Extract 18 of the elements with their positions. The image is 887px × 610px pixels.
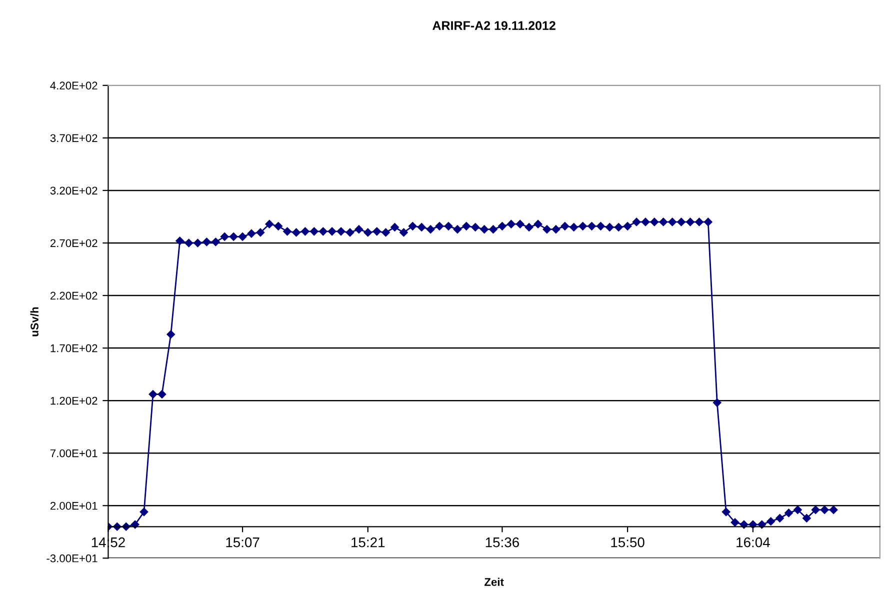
y-tick-label: 1.70E+02 [50,344,98,352]
x-tick-label: 15:36 [486,537,519,548]
x-tick-label: 16:04 [736,537,770,548]
y-axis-title: uSv/h [30,307,39,336]
y-tick-label: -3.00E+01 [46,554,98,562]
x-axis-title: Zeit [484,578,504,586]
x-tick-label: 15:50 [611,537,644,548]
x-tick-label: 15:07 [226,537,260,548]
x-tick-label: 15:21 [352,537,385,548]
y-tick-label: 7.00E+01 [50,449,98,458]
y-tick-label: 2.70E+02 [50,239,98,248]
y-tick-label: 2.20E+02 [50,292,98,300]
y-tick-label: 1.20E+02 [50,396,98,405]
y-tick-label: 3.70E+02 [50,134,98,142]
y-tick-label: 3.20E+02 [50,186,98,195]
y-tick-label: 4.20E+02 [50,82,98,90]
y-tick-label: 2.00E+01 [50,502,98,510]
chart-title: ARIRF-A2 19.11.2012 [432,21,556,30]
